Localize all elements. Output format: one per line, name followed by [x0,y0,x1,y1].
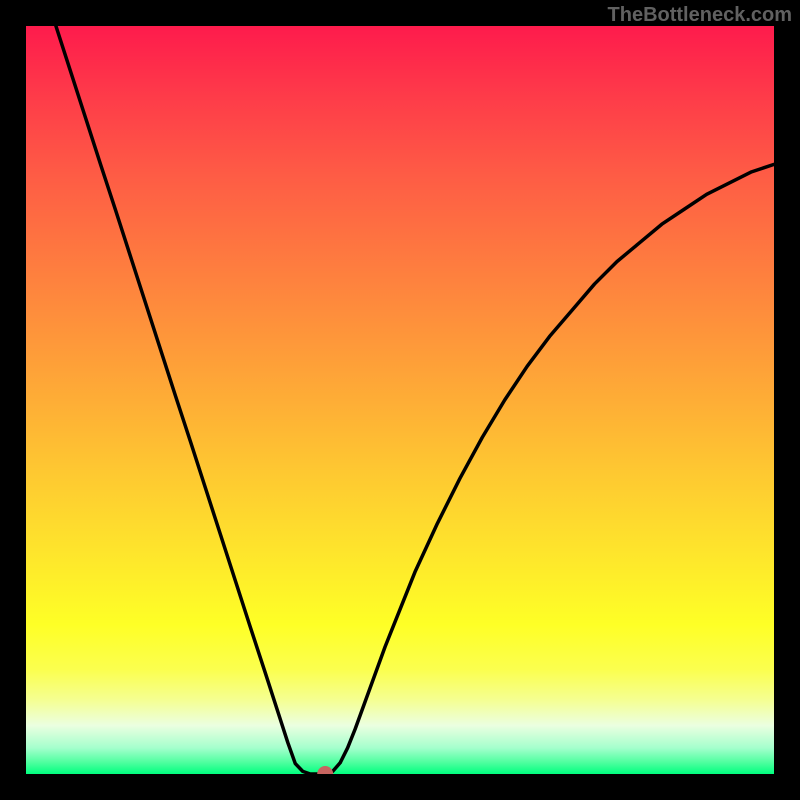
chart-container: TheBottleneck.com [0,0,800,800]
bottleneck-chart [0,0,800,800]
gradient-background [26,26,774,774]
watermark-label: TheBottleneck.com [608,4,792,27]
